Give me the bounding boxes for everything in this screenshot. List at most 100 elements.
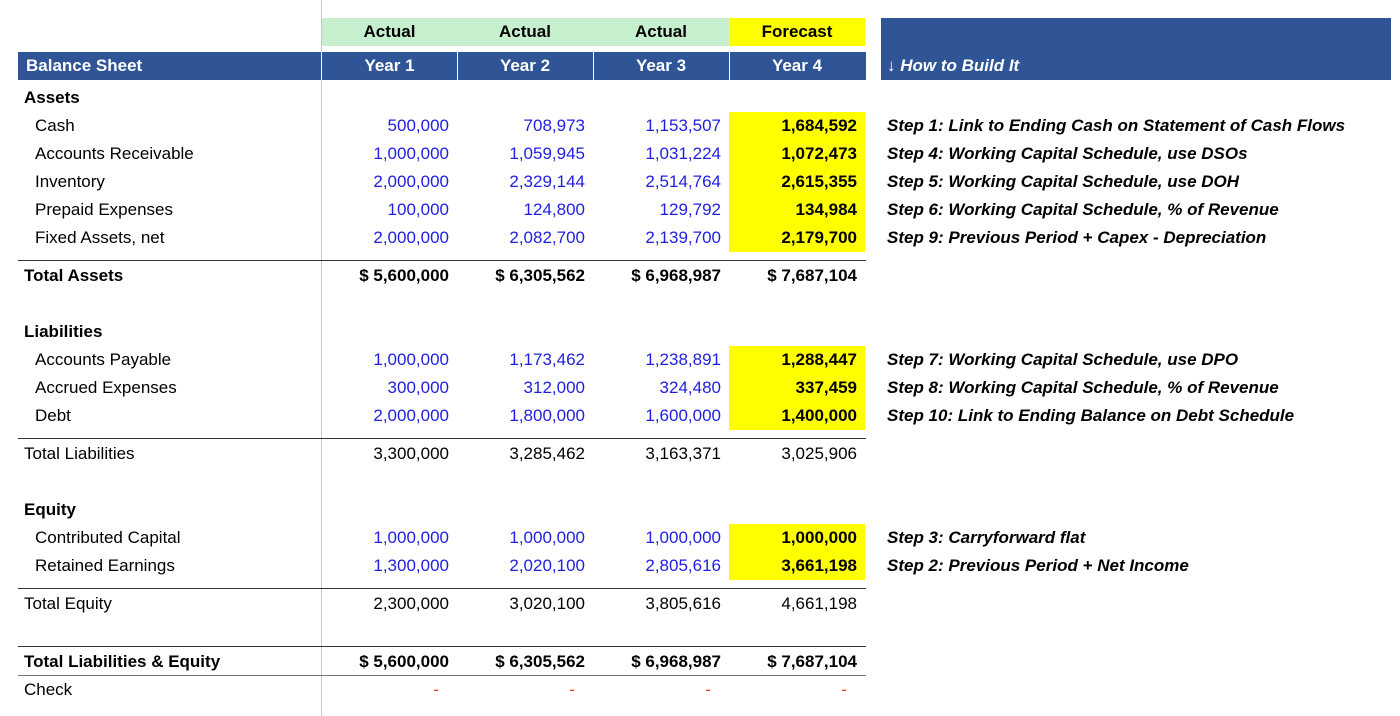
cell-value[interactable]: 1,000,000 xyxy=(645,528,721,547)
total-label[interactable]: Total Liabilities & Equity xyxy=(24,652,221,671)
forecast-cell[interactable]: 2,179,700 xyxy=(729,224,865,252)
header-type-y3[interactable]: Actual xyxy=(593,18,729,46)
cell-value[interactable]: 312,000 xyxy=(523,378,585,397)
total-value[interactable]: 2,300,000 xyxy=(373,594,449,613)
step-note[interactable]: Step 5: Working Capital Schedule, use DO… xyxy=(887,172,1240,191)
step-note[interactable]: Step 1: Link to Ending Cash on Statement… xyxy=(887,116,1346,135)
cell-value[interactable]: 2,329,144 xyxy=(509,172,585,191)
header-year-3[interactable]: Year 3 xyxy=(635,56,687,75)
total-value[interactable]: $ 6,968,987 xyxy=(631,652,721,671)
check-value[interactable]: - xyxy=(841,680,847,699)
row-label[interactable]: Contributed Capital xyxy=(35,528,181,547)
forecast-cell[interactable]: 1,288,447 xyxy=(729,346,865,374)
section-label[interactable]: Assets xyxy=(24,88,80,107)
total-value[interactable]: $ 7,687,104 xyxy=(767,266,857,285)
row-label[interactable]: Accounts Receivable xyxy=(35,144,194,163)
step-note[interactable]: Step 9: Previous Period + Capex - Deprec… xyxy=(887,228,1267,247)
cell-value[interactable]: 1,031,224 xyxy=(645,144,721,163)
cell-value[interactable]: 1,000,000 xyxy=(373,528,449,547)
header-year-1[interactable]: Year 1 xyxy=(364,56,415,75)
cell-value[interactable]: 2,000,000 xyxy=(373,172,449,191)
cell-value[interactable]: 1,000,000 xyxy=(509,528,585,547)
step-note[interactable]: Step 10: Link to Ending Balance on Debt … xyxy=(887,406,1295,425)
forecast-cell[interactable]: 337,459 xyxy=(729,374,865,402)
row-label[interactable]: Retained Earnings xyxy=(35,556,175,575)
cell-value[interactable]: 1,059,945 xyxy=(509,144,585,163)
total-value[interactable]: 3,020,100 xyxy=(509,594,585,613)
cell-value[interactable]: 100,000 xyxy=(387,200,449,219)
total-value[interactable]: 3,025,906 xyxy=(781,444,857,463)
total-value[interactable]: $ 6,305,562 xyxy=(495,652,585,671)
cell-value[interactable]: 1,238,891 xyxy=(645,350,721,369)
step-note[interactable]: Step 7: Working Capital Schedule, use DP… xyxy=(887,350,1239,369)
forecast-cell[interactable]: 3,661,198 xyxy=(729,552,865,580)
cell-value[interactable]: 2,082,700 xyxy=(509,228,585,247)
total-value[interactable]: 3,300,000 xyxy=(373,444,449,463)
cell-value[interactable]: 500,000 xyxy=(387,116,449,135)
step-note[interactable]: Step 2: Previous Period + Net Income xyxy=(887,556,1189,575)
check-label[interactable]: Check xyxy=(24,680,73,699)
step-note[interactable]: Step 3: Carryforward flat xyxy=(887,528,1086,547)
row-label[interactable]: Accrued Expenses xyxy=(35,378,177,397)
total-value[interactable]: $ 6,305,562 xyxy=(495,266,585,285)
step-note[interactable]: Step 4: Working Capital Schedule, use DS… xyxy=(887,144,1248,163)
cell-value[interactable]: 1,600,000 xyxy=(645,406,721,425)
total-label[interactable]: Total Liabilities xyxy=(24,444,135,463)
row-label[interactable]: Debt xyxy=(35,406,71,425)
forecast-cell[interactable]: 2,615,355 xyxy=(729,168,865,196)
step-note[interactable]: Step 8: Working Capital Schedule, % of R… xyxy=(887,378,1279,397)
total-value[interactable]: $ 5,600,000 xyxy=(359,266,449,285)
cell-value[interactable]: 129,792 xyxy=(659,200,721,219)
section-label[interactable]: Equity xyxy=(24,500,76,519)
cell-value[interactable]: 1,153,507 xyxy=(645,116,721,135)
cell-value[interactable]: 124,800 xyxy=(523,200,585,219)
cell-value[interactable]: 708,973 xyxy=(523,116,585,135)
table-row: Debt 2,000,000 1,800,000 1,600,000 1,400… xyxy=(0,402,1400,430)
forecast-cell[interactable]: 1,072,473 xyxy=(729,140,865,168)
sheet-title[interactable]: Balance Sheet xyxy=(26,56,143,75)
total-value[interactable]: $ 7,687,104 xyxy=(767,652,857,671)
check-value[interactable]: - xyxy=(569,680,575,699)
forecast-cell[interactable]: 134,984 xyxy=(729,196,865,224)
row-label[interactable]: Inventory xyxy=(35,172,105,191)
cell-value[interactable]: 2,000,000 xyxy=(373,406,449,425)
row-label[interactable]: Prepaid Expenses xyxy=(35,200,173,219)
header-type-y2[interactable]: Actual xyxy=(457,18,593,46)
total-label[interactable]: Total Equity xyxy=(24,594,112,613)
how-to-build-label[interactable]: ↓ How to Build It xyxy=(887,56,1020,75)
total-value[interactable]: $ 5,600,000 xyxy=(359,652,449,671)
header-type-y1[interactable]: Actual xyxy=(322,18,457,46)
total-value[interactable]: 3,163,371 xyxy=(645,444,721,463)
cell-value[interactable]: 1,800,000 xyxy=(509,406,585,425)
cell-value[interactable]: 2,020,100 xyxy=(509,556,585,575)
forecast-cell[interactable]: 1,400,000 xyxy=(729,402,865,430)
cell-value[interactable]: 2,514,764 xyxy=(645,172,721,191)
cell-value[interactable]: 324,480 xyxy=(659,378,721,397)
step-note[interactable]: Step 6: Working Capital Schedule, % of R… xyxy=(887,200,1279,219)
cell-value[interactable]: 300,000 xyxy=(387,378,449,397)
total-value[interactable]: 3,285,462 xyxy=(509,444,585,463)
check-value[interactable]: - xyxy=(705,680,711,699)
total-value[interactable]: 4,661,198 xyxy=(781,594,857,613)
cell-value[interactable]: 1,300,000 xyxy=(373,556,449,575)
forecast-cell[interactable]: 1,684,592 xyxy=(729,112,865,140)
header-year-4[interactable]: Year 4 xyxy=(771,56,823,75)
total-label[interactable]: Total Assets xyxy=(24,266,124,285)
check-value[interactable]: - xyxy=(433,680,439,699)
cell-value[interactable]: 2,805,616 xyxy=(645,556,721,575)
row-label[interactable]: Fixed Assets, net xyxy=(35,228,165,247)
header-type-y4[interactable]: Forecast xyxy=(729,18,865,46)
header-year-2[interactable]: Year 2 xyxy=(499,56,551,75)
cell-value[interactable]: 1,173,462 xyxy=(509,350,585,369)
cell-value[interactable]: 1,000,000 xyxy=(373,350,449,369)
cell-value[interactable]: 1,000,000 xyxy=(373,144,449,163)
total-value[interactable]: 3,805,616 xyxy=(645,594,721,613)
section-label[interactable]: Liabilities xyxy=(24,322,103,341)
cell-value[interactable]: 2,000,000 xyxy=(373,228,449,247)
forecast-cell[interactable]: 1,000,000 xyxy=(729,524,865,552)
total-value[interactable]: $ 6,968,987 xyxy=(631,266,721,285)
row-label[interactable]: Cash xyxy=(35,116,75,135)
section-assets: Assets xyxy=(0,84,1400,112)
cell-value[interactable]: 2,139,700 xyxy=(645,228,721,247)
row-label[interactable]: Accounts Payable xyxy=(35,350,172,369)
